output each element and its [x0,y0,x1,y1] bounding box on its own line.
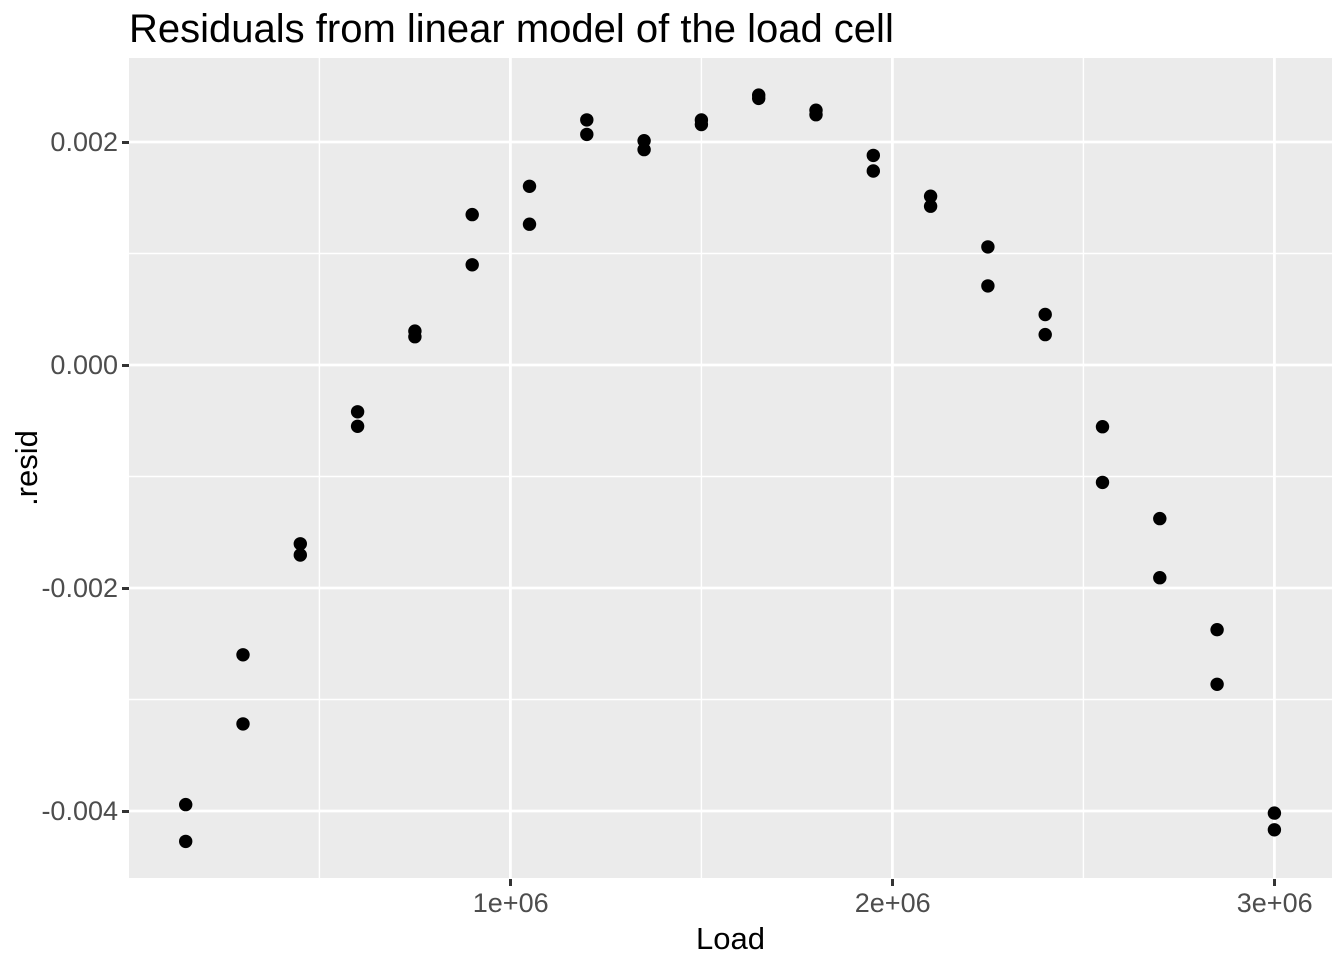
y-tick-label: 0.000 [50,350,118,381]
data-point [350,419,365,433]
data-point [522,179,537,193]
y-tick-label: -0.004 [41,796,118,827]
data-point [1267,806,1282,820]
y-tick-mark [122,810,129,813]
scatter-canvas [129,58,1332,878]
data-point [866,148,880,163]
data-point [236,717,250,731]
data-point [522,217,537,231]
data-point [1267,823,1282,837]
data-point [408,330,422,344]
data-point [1095,420,1110,434]
y-tick-label: 0.002 [50,127,118,158]
data-point [350,405,365,419]
data-point [923,189,938,203]
data-point [580,127,594,142]
data-point [809,108,823,122]
data-point [866,164,880,178]
x-tick-mark [891,879,894,886]
y-tick-mark [122,364,129,367]
x-axis-title: Load [696,921,765,956]
data-point [179,797,193,812]
data-point [236,648,250,662]
data-point [1038,327,1052,342]
data-point [923,199,938,213]
y-tick-mark [122,587,129,590]
data-point [465,207,479,222]
y-axis-title-text: .resid [9,430,44,506]
x-tick-label: 2e+06 [854,888,931,918]
data-point [465,258,479,272]
data-point [694,113,709,127]
data-point [981,240,995,254]
data-point [1038,307,1052,322]
data-point [1153,571,1167,585]
data-point [580,113,594,127]
data-point [293,548,307,562]
data-point [752,88,766,102]
x-tick-label: 3e+06 [1236,888,1313,918]
y-tick-mark [122,141,129,144]
data-point [1153,511,1167,526]
x-tick-label: 1e+06 [472,888,549,918]
x-tick-mark [509,879,512,886]
x-tick-mark [1273,879,1276,886]
y-tick-label: -0.002 [41,573,118,604]
plot-panel [129,58,1332,878]
data-point [293,537,307,551]
data-point [179,834,193,849]
data-point [1210,623,1224,637]
chart-title: Residuals from linear model of the load … [129,7,894,51]
data-point [1095,475,1110,490]
data-point [1210,677,1224,691]
data-point [981,279,995,293]
data-point [637,134,651,148]
